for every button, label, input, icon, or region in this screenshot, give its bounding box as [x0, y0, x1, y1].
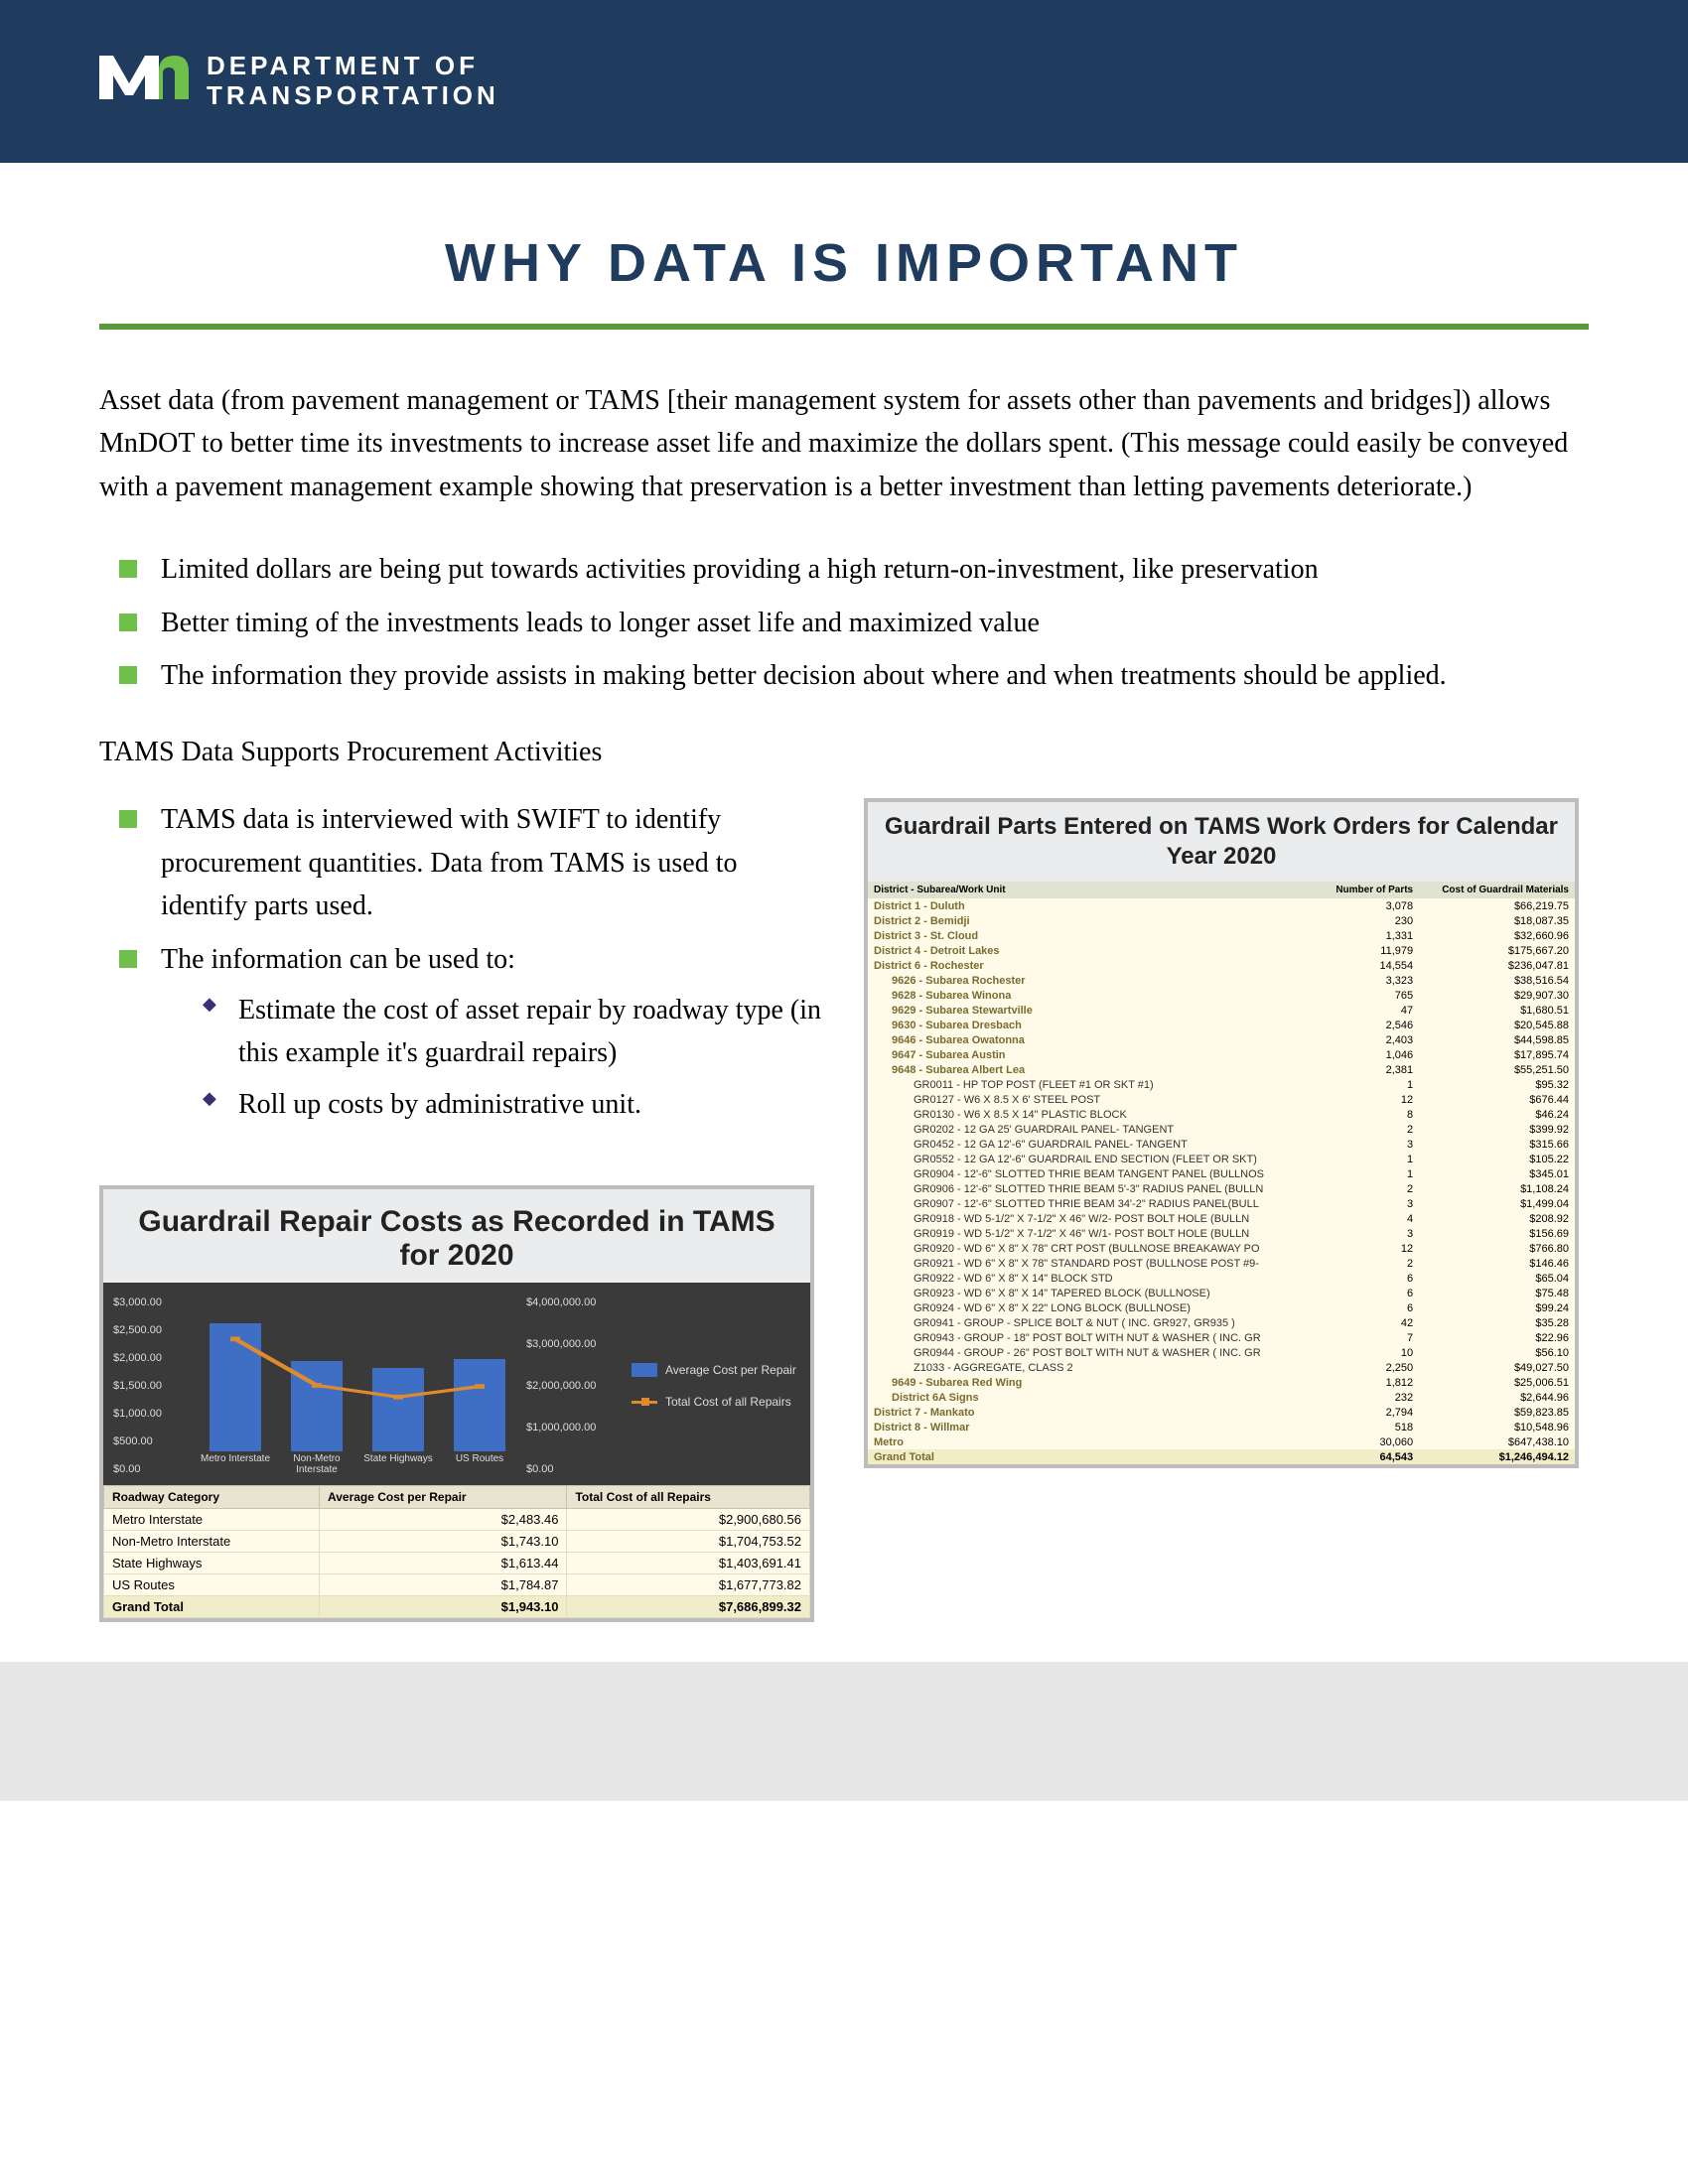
logo-text: DEPARTMENT OF TRANSPORTATION	[207, 52, 499, 111]
bullet-list-1: Limited dollars are being put towards ac…	[119, 548, 1589, 697]
list-item: Better timing of the investments leads t…	[119, 602, 1589, 644]
logo-line2: TRANSPORTATION	[207, 81, 499, 111]
legend-total: Total Cost of all Repairs	[665, 1395, 791, 1409]
logo-mark-icon	[99, 50, 189, 113]
intro-paragraph: Asset data (from pavement management or …	[99, 379, 1589, 508]
list-item: Limited dollars are being put towards ac…	[119, 548, 1589, 591]
chart-body: $3,000.00$2,500.00$2,000.00$1,500.00$1,0…	[103, 1283, 810, 1485]
chart-card: Guardrail Repair Costs as Recorded in TA…	[99, 1185, 814, 1622]
swatch-line-icon	[632, 1401, 657, 1404]
content-area: WHY DATA IS IMPORTANT Asset data (from p…	[0, 163, 1688, 1662]
footer-bar	[0, 1662, 1688, 1801]
chart-legend: Average Cost per Repair Total Cost of al…	[632, 1297, 800, 1475]
chart-data-table: Roadway CategoryAverage Cost per RepairT…	[103, 1485, 810, 1618]
logo-line1: DEPARTMENT OF	[207, 52, 499, 81]
list-item: Roll up costs by administrative unit.	[203, 1083, 824, 1126]
work-orders-card: Guardrail Parts Entered on TAMS Work Ord…	[864, 798, 1579, 1468]
work-orders-table: District - Subarea/Work UnitNumber of Pa…	[868, 882, 1575, 1464]
header-bar: DEPARTMENT OF TRANSPORTATION	[0, 0, 1688, 163]
chart-title: Guardrail Repair Costs as Recorded in TA…	[103, 1189, 810, 1283]
x-axis-labels: Metro InterstateNon-Metro InterstateStat…	[195, 1453, 520, 1475]
list-item: The information can be used to:Estimate …	[119, 938, 824, 1127]
divider-rule	[99, 324, 1589, 330]
subhead: TAMS Data Supports Procurement Activitie…	[99, 737, 1589, 768]
swatch-bar-icon	[632, 1363, 657, 1377]
page-title: WHY DATA IS IMPORTANT	[99, 232, 1589, 294]
chart-plot: $3,000.00$2,500.00$2,000.00$1,500.00$1,0…	[113, 1297, 520, 1475]
y2-axis: $4,000,000.00$3,000,000.00$2,000,000.00$…	[526, 1297, 626, 1475]
work-orders-title: Guardrail Parts Entered on TAMS Work Ord…	[868, 802, 1575, 882]
list-item: TAMS data is interviewed with SWIFT to i…	[119, 798, 824, 927]
logo: DEPARTMENT OF TRANSPORTATION	[99, 50, 1589, 113]
legend-avg: Average Cost per Repair	[665, 1363, 796, 1377]
y1-axis: $3,000.00$2,500.00$2,000.00$1,500.00$1,0…	[113, 1297, 195, 1475]
list-item: The information they provide assists in …	[119, 654, 1589, 697]
list-item: Estimate the cost of asset repair by roa…	[203, 989, 824, 1075]
bullet-list-2: TAMS data is interviewed with SWIFT to i…	[119, 798, 824, 1126]
diamond-list: Estimate the cost of asset repair by roa…	[203, 989, 824, 1126]
